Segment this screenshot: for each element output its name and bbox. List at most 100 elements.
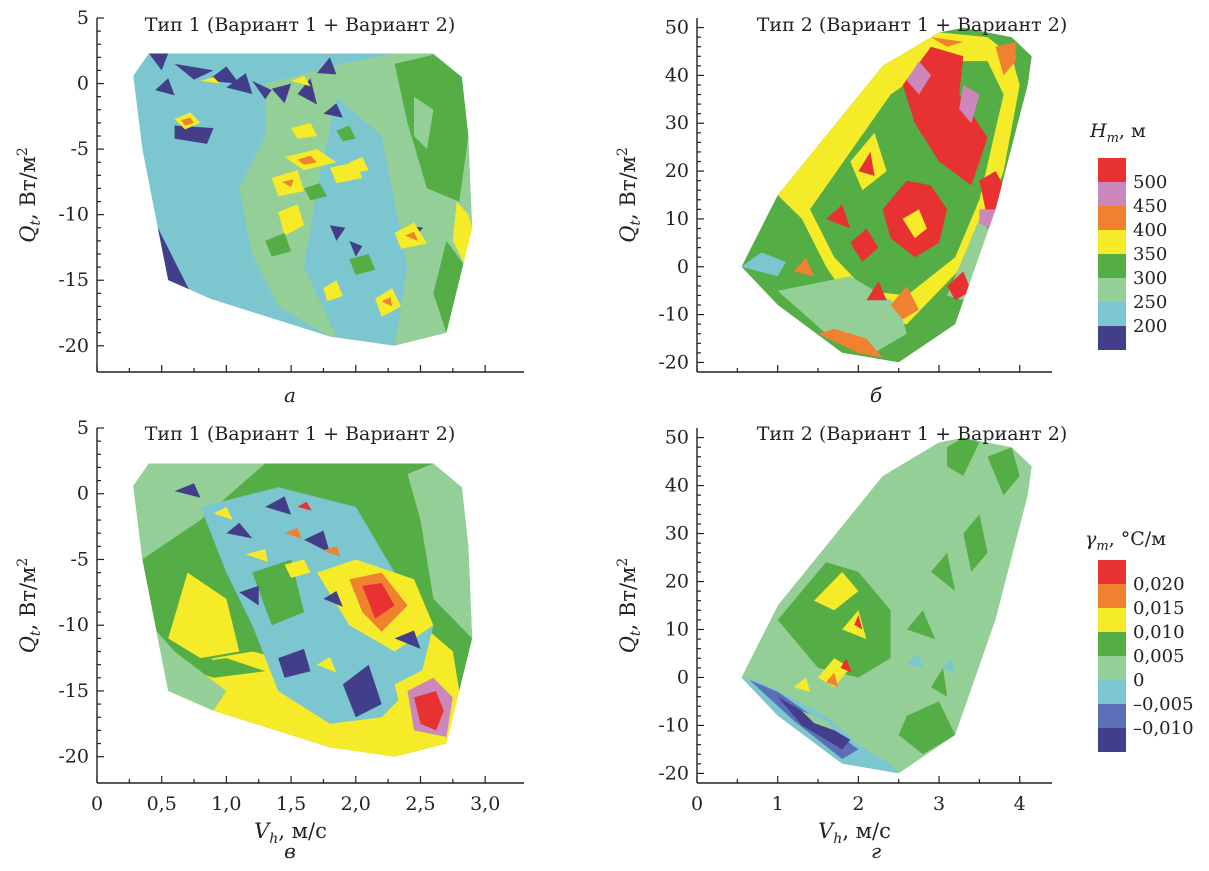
legend-label: 0,015 xyxy=(1133,598,1185,619)
y-tick-label: 30 xyxy=(665,112,689,134)
y-tick-label: -15 xyxy=(58,680,89,702)
chart-panel-c: 5 0 -5 -10 -15 -20 0 0,5 1,0 1,5 2,0 2,5 3,0 Тип 1 (В… xyxy=(15,417,524,863)
y-tick-label: -15 xyxy=(58,269,89,291)
contour-region xyxy=(931,37,964,47)
legend-title-unit: , °С/м xyxy=(1109,528,1167,550)
contour-region xyxy=(995,41,1016,76)
legend-title: Hm, м xyxy=(1089,120,1146,146)
x-tick-label: 0 xyxy=(91,793,103,815)
chart-panel-b: 50 40 30 20 10 0 -10 -20 Тип 2 (Вариант 1 + Вари… xyxy=(615,14,1167,407)
contour-region xyxy=(323,591,343,607)
contour-region xyxy=(826,204,851,229)
y-tick-label: -20 xyxy=(658,351,689,373)
y-tick-label: 50 xyxy=(665,427,689,449)
contour-region xyxy=(777,562,891,678)
contour-region xyxy=(858,151,875,176)
legend-title: γm, °С/м xyxy=(1085,528,1166,554)
contour-region xyxy=(329,225,346,241)
contour-region xyxy=(213,506,233,520)
legend-title-unit: , м xyxy=(1119,120,1146,142)
contour-region xyxy=(174,125,214,144)
y-tick-label: 40 xyxy=(665,64,689,86)
legend-label: –0,010 xyxy=(1133,718,1194,739)
x-tick-label: 4 xyxy=(1014,793,1026,815)
x-axis-label-symbol: V xyxy=(818,819,835,843)
legend-swatch xyxy=(1098,158,1126,182)
contour-region xyxy=(741,252,786,277)
contour-region xyxy=(226,522,253,539)
y-axis-label-superscript: 2 xyxy=(15,147,31,156)
contour-region xyxy=(801,711,835,731)
contour-region xyxy=(943,658,956,673)
legend-title-symbol: H xyxy=(1089,120,1107,142)
contour-region xyxy=(317,656,337,673)
legend-swatch xyxy=(1098,206,1126,230)
contour-region xyxy=(151,625,227,711)
y-axis-label-unit: , Вт/м xyxy=(616,156,640,220)
contour-region xyxy=(906,61,931,95)
chart-panel-a: 5 0 -5 -10 -15 -20 Тип 1 (Вариант 1 + Вариант … xyxy=(15,7,524,407)
contour-region xyxy=(866,281,887,301)
contour-region xyxy=(959,85,980,124)
legend-swatch xyxy=(1098,278,1126,302)
y-axis-label-subscript: t xyxy=(628,220,644,226)
contour-region xyxy=(890,285,919,320)
panel-title: Тип 2 (Вариант 1 + Вариант 2) xyxy=(757,423,1068,445)
legend-label: 0,005 xyxy=(1133,646,1185,667)
x-tick-label: 3 xyxy=(933,793,945,815)
contour-region xyxy=(271,83,292,104)
contour-region xyxy=(906,610,935,640)
x-tick-label: 0 xyxy=(691,793,703,815)
contour-region xyxy=(987,447,1020,496)
y-axis-label-symbol: Q xyxy=(616,636,640,653)
x-tick-label: 1,0 xyxy=(211,793,241,815)
contour-region xyxy=(181,117,194,126)
y-axis-label: Qt, Вт/м2 xyxy=(615,147,644,243)
contour-region xyxy=(931,552,956,592)
contour-base-region xyxy=(741,437,1032,774)
x-axis-label: Vh, м/с xyxy=(818,819,891,847)
legend-swatch xyxy=(1098,326,1126,350)
contour-region xyxy=(291,75,311,87)
y-tick-label: 5 xyxy=(77,417,89,439)
contour-region xyxy=(850,228,879,262)
contour-region xyxy=(174,483,201,498)
contour-region xyxy=(931,667,948,697)
y-tick-label: 0 xyxy=(77,73,89,95)
y-tick-label: -20 xyxy=(58,746,89,768)
contour-region xyxy=(414,96,434,150)
contour-region xyxy=(414,691,444,731)
contour-region xyxy=(200,77,220,84)
contour-region xyxy=(381,297,392,307)
contour-region xyxy=(902,209,927,239)
legend-title-subscript: m xyxy=(1107,131,1119,146)
contour-region xyxy=(278,648,311,678)
contour-region xyxy=(284,559,311,578)
contour-region xyxy=(278,204,304,236)
y-axis-label-superscript: 2 xyxy=(615,558,631,567)
panel-letter: в xyxy=(284,839,296,863)
y-tick-label: 10 xyxy=(665,618,689,640)
legend-label: 450 xyxy=(1133,196,1167,217)
contour-region xyxy=(168,572,240,659)
contour-region xyxy=(362,583,395,619)
y-tick-label: -10 xyxy=(658,714,689,736)
contour-region xyxy=(818,328,883,358)
x-tick-label: 2,0 xyxy=(341,793,371,815)
x-axis-label-subscript: h xyxy=(833,831,842,847)
y-axis-label: Qt, Вт/м2 xyxy=(15,147,44,243)
contour-region xyxy=(793,257,814,277)
y-tick-label: -10 xyxy=(58,614,89,636)
panel-letter: б xyxy=(870,383,883,407)
contour-region xyxy=(155,78,175,96)
y-tick-label: -20 xyxy=(658,762,689,784)
contour-region xyxy=(148,53,169,71)
y-tick-label: -5 xyxy=(70,548,89,570)
legend-label: 0 xyxy=(1133,670,1144,691)
y-axis-label-unit: , Вт/м xyxy=(16,567,40,631)
contour-region xyxy=(814,571,859,611)
contour-region xyxy=(323,280,343,302)
panel-letter: г xyxy=(871,839,881,863)
contour-region xyxy=(342,664,382,718)
y-axis-label-unit: , Вт/м xyxy=(16,156,40,220)
